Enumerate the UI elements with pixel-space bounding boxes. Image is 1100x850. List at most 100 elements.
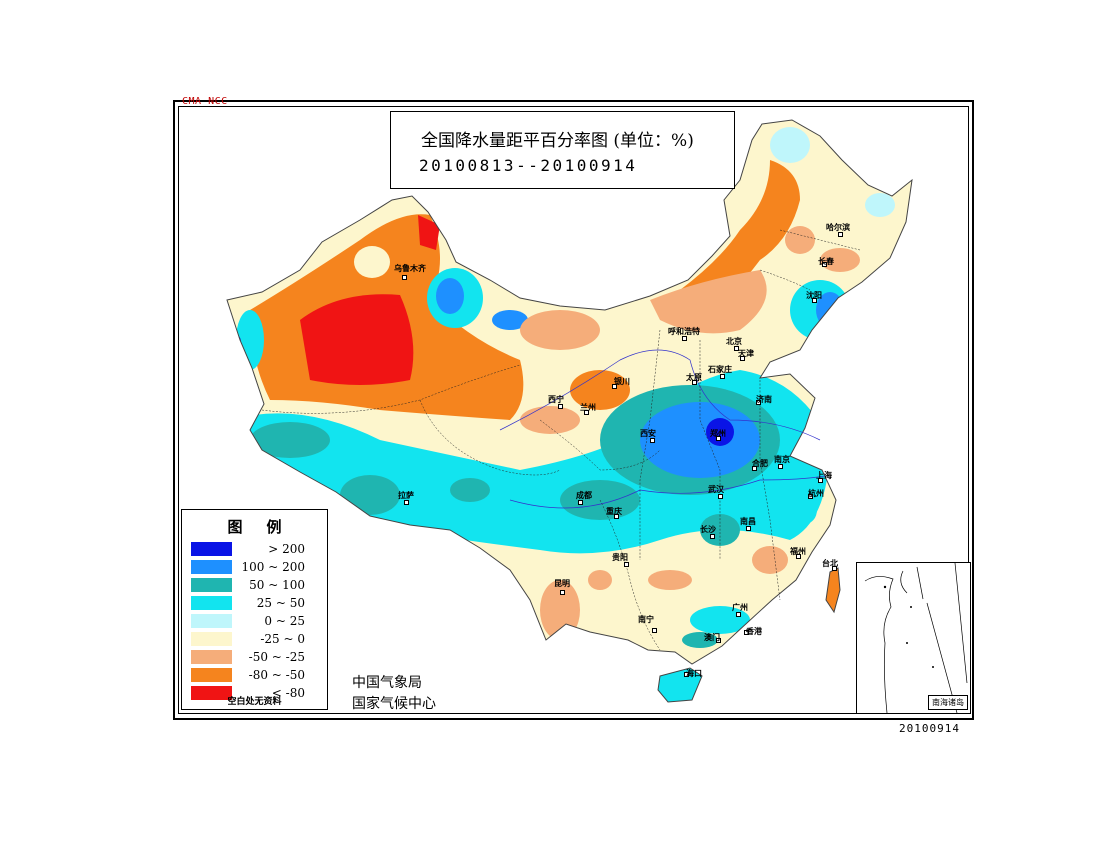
city-marker <box>736 612 741 617</box>
city-marker <box>778 464 783 469</box>
date-range: 20100813--20100914 <box>419 156 638 175</box>
city-marker <box>584 410 589 415</box>
agency-ncc: 国家气候中心 <box>352 696 436 712</box>
legend-item: -25 ~ 0 <box>191 632 321 647</box>
city-label: 台北 <box>822 559 838 568</box>
legend-swatch <box>191 560 232 574</box>
city-label: 武汉 <box>708 485 724 494</box>
map-title: 全国降水量距平百分率图 (单位：%) <box>421 131 694 151</box>
city-label: 重庆 <box>606 507 622 516</box>
hainan-island <box>657 667 703 703</box>
city-marker <box>822 262 827 267</box>
city-marker <box>718 494 723 499</box>
city-label: 呼和浩特 <box>668 327 700 336</box>
city-marker <box>720 374 725 379</box>
title-box: 全国降水量距平百分率图 (单位：%) 20100813--20100914 <box>390 111 735 189</box>
city-label: 西安 <box>640 429 656 438</box>
city-label: 哈尔滨 <box>826 223 850 232</box>
map-outer-frame <box>173 100 974 720</box>
city-marker <box>650 438 655 443</box>
legend-swatch <box>191 596 232 610</box>
city-marker <box>746 526 751 531</box>
city-label: 上海 <box>816 471 832 480</box>
city-marker <box>812 298 817 303</box>
south-china-sea-map <box>864 563 968 713</box>
legend-label: 0 ~ 25 <box>264 614 305 628</box>
legend-swatch <box>191 668 232 682</box>
south-china-sea-inset: 南海诸岛 <box>856 562 971 714</box>
city-marker <box>404 500 409 505</box>
legend-item: < -80 <box>191 686 321 701</box>
legend-item: 50 ~ 100 <box>191 578 321 593</box>
south-china-sea-label: 南海诸岛 <box>928 695 968 710</box>
province-boundaries <box>261 229 861 651</box>
city-marker <box>716 436 721 441</box>
city-label: 石家庄 <box>708 365 732 374</box>
city-marker <box>838 232 843 237</box>
city-label: 南昌 <box>740 517 756 526</box>
city-marker <box>560 590 565 595</box>
city-label: 昆明 <box>554 579 570 588</box>
cma-ncc-watermark: CMA NCC <box>182 96 228 107</box>
city-label: 北京 <box>726 337 742 346</box>
city-label: 拉萨 <box>398 491 414 500</box>
agency-cma: 中国气象局 <box>352 675 422 691</box>
city-marker <box>558 404 563 409</box>
city-label: 南宁 <box>638 615 654 624</box>
city-marker <box>744 630 749 635</box>
legend-item: -50 ~ -25 <box>191 650 321 665</box>
city-marker <box>734 346 739 351</box>
city-marker <box>710 534 715 539</box>
legend-item: -80 ~ -50 <box>191 668 321 683</box>
legend-swatch <box>191 578 232 592</box>
city-marker <box>402 275 407 280</box>
city-label: 成都 <box>576 491 592 500</box>
issue-date: 20100914 <box>899 722 960 735</box>
city-label: 长沙 <box>700 525 716 534</box>
city-marker <box>808 494 813 499</box>
legend-label: < -80 <box>271 686 305 700</box>
yellow-river <box>499 349 821 441</box>
legend-swatch <box>191 686 232 700</box>
legend-title: 图例 <box>227 518 306 536</box>
city-marker <box>756 400 761 405</box>
legend: 图例 > 200 100 ~ 200 50 ~ 100 25 ~ 50 0 ~ … <box>181 509 328 710</box>
legend-item: 25 ~ 50 <box>191 596 321 611</box>
yangtze-river <box>509 475 826 509</box>
city-marker <box>684 672 689 677</box>
city-label: 南京 <box>774 455 790 464</box>
city-label: 广州 <box>732 603 748 612</box>
city-label: 西宁 <box>548 395 564 404</box>
city-label: 乌鲁木齐 <box>394 264 426 273</box>
city-label: 海口 <box>686 669 702 678</box>
city-marker <box>682 336 687 341</box>
city-marker <box>796 554 801 559</box>
legend-label: -50 ~ -25 <box>248 650 305 664</box>
legend-label: -80 ~ -50 <box>248 668 305 682</box>
legend-swatch <box>191 614 232 628</box>
legend-label: 25 ~ 50 <box>256 596 305 610</box>
legend-swatch <box>191 632 232 646</box>
legend-item: 0 ~ 25 <box>191 614 321 629</box>
city-marker <box>716 638 721 643</box>
legend-label: 100 ~ 200 <box>241 560 306 574</box>
city-label: 沈阳 <box>806 291 822 300</box>
city-label: 济南 <box>756 395 772 404</box>
city-label: 福州 <box>790 547 806 556</box>
legend-swatch <box>191 542 232 556</box>
city-marker <box>624 562 629 567</box>
legend-label: -25 ~ 0 <box>260 632 305 646</box>
map-inner-frame <box>178 106 969 714</box>
city-label: 天津 <box>738 349 754 358</box>
city-label: 合肥 <box>752 459 768 468</box>
city-label: 兰州 <box>580 403 596 412</box>
city-marker <box>692 380 697 385</box>
legend-label: 50 ~ 100 <box>249 578 305 592</box>
city-label: 太原 <box>686 373 702 382</box>
city-marker <box>740 356 745 361</box>
city-label: 香港 <box>746 627 762 636</box>
legend-item: > 200 <box>191 542 321 557</box>
city-marker <box>578 500 583 505</box>
city-marker <box>652 628 657 633</box>
